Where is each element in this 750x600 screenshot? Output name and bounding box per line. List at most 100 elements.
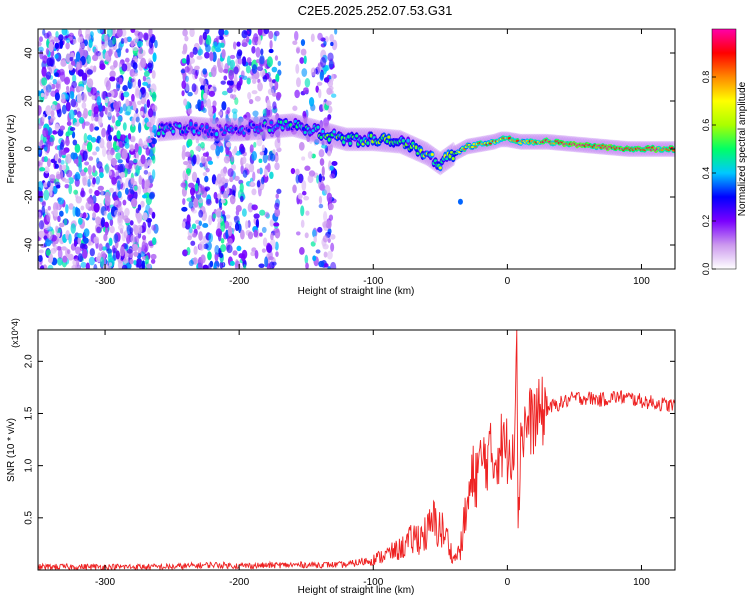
spectrogram-cell [227, 168, 234, 177]
spectrogram-cell [117, 159, 123, 164]
spectrogram-cell [121, 264, 128, 269]
spectrogram-cell [137, 146, 142, 156]
spectrogram-cell [93, 236, 100, 244]
spectrogram-y-axis: -40 -20 0 20 40 [24, 47, 675, 252]
spectrogram-cell [265, 165, 269, 170]
spectrogram-cell [51, 103, 56, 110]
spectrogram-cell [236, 41, 241, 47]
spectrogram-cell [223, 75, 228, 81]
spectrogram-cell [58, 222, 65, 228]
spectrogram-ridge-core [406, 138, 410, 143]
spectrogram-cell [228, 221, 233, 227]
spectrogram-ridge-core [366, 141, 370, 145]
spectrogram-cell [212, 213, 217, 219]
spectrogram-cell [118, 140, 123, 148]
spectrogram-cell [38, 255, 43, 262]
spectrogram-cell [130, 135, 136, 143]
spectrogram-cell [82, 248, 88, 259]
spectrogram-cell [138, 46, 143, 54]
spectrogram-cell [152, 104, 158, 112]
spectrogram-xlabel: Height of straight line (km) [298, 286, 415, 297]
spectrogram-cell [95, 176, 101, 185]
spectrogram-cell [314, 138, 320, 145]
spectrogram-cell [148, 29, 153, 38]
spectrogram-cell [292, 105, 298, 111]
spectrogram-cell [310, 33, 315, 43]
spectrogram-cell [221, 48, 226, 59]
spectrogram-cell [149, 132, 155, 137]
spectrogram-cell [79, 243, 85, 249]
spectrogram-ridge-core [157, 131, 161, 136]
spectrogram-cell [50, 90, 57, 97]
spectrogram-cell [324, 64, 330, 71]
spectrogram-cell [250, 181, 254, 186]
spectrogram-cell [323, 77, 330, 83]
spectrogram-cell [233, 66, 239, 75]
colorbar-tick-label: 0.2 [701, 215, 711, 228]
spectrogram-cell [108, 262, 113, 267]
spectrogram-cell [86, 141, 93, 152]
spectrogram-cell [129, 144, 135, 152]
spectrogram-cell [47, 205, 51, 211]
spectrogram-cell [49, 174, 56, 182]
spectrogram-cell [318, 195, 323, 205]
spectrogram-cell [145, 217, 153, 223]
spectrogram-cell [43, 181, 48, 188]
spectrogram-cell [327, 52, 334, 62]
spectrogram-cell [246, 77, 251, 85]
spectrogram-cell [108, 48, 113, 57]
spectrogram-cell [269, 153, 276, 162]
spectrogram-cell [82, 49, 88, 58]
spectrogram-cell [151, 138, 157, 145]
figure-title: C2E5.2025.252.07.53.G31 [298, 3, 453, 18]
spectrogram-cell [47, 180, 51, 188]
spectrogram-ridge-core [401, 139, 405, 143]
spectrogram-cell [101, 146, 107, 158]
spectrogram-ridge-core [303, 131, 307, 135]
spectrogram-cell [80, 205, 85, 211]
spectrogram-cell [323, 40, 327, 47]
spectrogram-cell [129, 78, 135, 83]
spectrogram-cell [318, 88, 322, 99]
spectrogram-cell [300, 205, 305, 217]
spectrogram-cell [245, 220, 249, 230]
spectrogram-cell [329, 165, 334, 171]
spectrogram-cell [301, 156, 306, 161]
spectrogram-cell [259, 54, 265, 65]
spectrogram-cell [272, 149, 276, 155]
spectrogram-cell [96, 226, 102, 234]
spectrogram-cell [330, 234, 336, 240]
spectrogram-cell [195, 104, 199, 110]
spectrogram-cell [220, 80, 226, 85]
spectrogram-cell [300, 219, 305, 228]
spectrogram-cell [87, 199, 94, 205]
spectrogram-cell [82, 212, 87, 219]
spectrogram-cell [151, 115, 157, 120]
spectrogram-cell [304, 232, 309, 239]
spectrogram-cell [202, 172, 208, 177]
spectrogram-cell [66, 121, 72, 126]
spectrogram-cell [295, 77, 301, 88]
spectrogram-cell [151, 169, 156, 180]
spectrogram-cell [183, 98, 188, 106]
spectrogram-cell [107, 29, 113, 38]
spectrogram-cell [198, 220, 203, 227]
spectrogram-cell [220, 237, 225, 244]
spectrogram-cell [137, 78, 142, 89]
spectrogram-cell [44, 225, 50, 231]
spectrogram-cell [182, 198, 186, 205]
spectrogram-cell [274, 81, 279, 91]
snr-y-axis: 0.5 1.0 1.5 2.0 [24, 354, 675, 525]
spectrogram-cell [135, 235, 139, 246]
spectrogram-cell [188, 200, 194, 209]
spectrogram-ridge-core [438, 166, 442, 170]
spectrogram-cell [184, 35, 189, 42]
spectrogram-cell [100, 217, 106, 228]
spectrogram-cell [67, 253, 74, 261]
spectrogram-ridge-core [451, 156, 455, 161]
spectrogram-cell [99, 137, 105, 149]
spectrogram-cell [218, 29, 225, 37]
spectrogram-cell [86, 78, 94, 88]
spectrogram-cell [213, 41, 218, 48]
spectrogram-cell [91, 94, 96, 101]
